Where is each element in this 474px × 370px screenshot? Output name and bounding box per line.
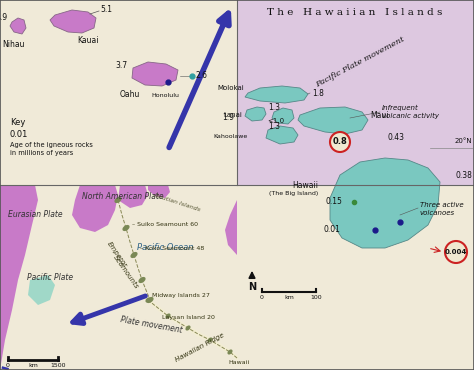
Text: 2.6: 2.6 xyxy=(196,71,208,81)
Ellipse shape xyxy=(114,197,121,203)
Ellipse shape xyxy=(228,349,233,354)
Text: (The Big Island): (The Big Island) xyxy=(269,191,318,195)
Text: Maui: Maui xyxy=(370,111,389,120)
Polygon shape xyxy=(132,62,178,86)
Text: 0: 0 xyxy=(260,295,264,300)
Text: N: N xyxy=(248,282,256,292)
Polygon shape xyxy=(118,185,148,208)
Text: km: km xyxy=(28,363,38,368)
Ellipse shape xyxy=(130,252,137,258)
Bar xyxy=(0,185,474,370)
Text: Molokai: Molokai xyxy=(217,85,244,91)
Text: Oahu: Oahu xyxy=(120,90,140,99)
Text: Nihau: Nihau xyxy=(3,40,25,49)
Text: 20°N: 20°N xyxy=(455,138,472,144)
Polygon shape xyxy=(245,86,308,103)
Ellipse shape xyxy=(146,297,151,303)
Text: Key: Key xyxy=(10,118,26,127)
Circle shape xyxy=(330,132,350,152)
Text: – Koko Seamount 48: – Koko Seamount 48 xyxy=(140,246,204,250)
Bar xyxy=(0,0,237,185)
Text: 0.8: 0.8 xyxy=(333,138,347,147)
Text: Hawaii: Hawaii xyxy=(228,360,249,364)
Text: 3.7: 3.7 xyxy=(116,61,128,70)
Circle shape xyxy=(445,241,467,263)
Polygon shape xyxy=(18,185,35,210)
Text: Eurasian Plate: Eurasian Plate xyxy=(8,210,63,219)
Text: volcanic activity: volcanic activity xyxy=(382,113,439,119)
Text: Kauai: Kauai xyxy=(77,36,99,45)
Text: Age of the igneous rocks: Age of the igneous rocks xyxy=(10,142,93,148)
Ellipse shape xyxy=(208,337,212,343)
Text: Emperor: Emperor xyxy=(106,241,128,269)
Text: 0.01: 0.01 xyxy=(323,225,340,235)
Text: 1.3: 1.3 xyxy=(268,122,280,131)
Text: Laysan Island 20: Laysan Island 20 xyxy=(162,316,215,320)
Polygon shape xyxy=(245,107,266,121)
Text: T h e   H a w a i i a n   I s l a n d s: T h e H a w a i i a n I s l a n d s xyxy=(267,8,443,17)
Polygon shape xyxy=(0,185,15,235)
Text: 1.8: 1.8 xyxy=(312,90,324,98)
Polygon shape xyxy=(148,185,170,198)
Text: Pacific Plate movement: Pacific Plate movement xyxy=(314,35,406,89)
Ellipse shape xyxy=(165,313,171,319)
Text: Honolulu: Honolulu xyxy=(151,93,179,98)
Text: 5.1: 5.1 xyxy=(100,6,112,14)
Text: Three active: Three active xyxy=(420,202,464,208)
Bar xyxy=(237,0,474,185)
Text: 1.9: 1.9 xyxy=(222,114,234,122)
Text: 0.43: 0.43 xyxy=(388,134,405,142)
Polygon shape xyxy=(10,18,26,34)
Ellipse shape xyxy=(122,225,129,231)
Text: Infrequent: Infrequent xyxy=(382,105,419,111)
Text: km: km xyxy=(284,295,294,300)
Polygon shape xyxy=(225,185,237,255)
Text: 1500: 1500 xyxy=(50,363,66,368)
Text: Lanai: Lanai xyxy=(223,112,242,118)
Text: 0: 0 xyxy=(6,363,10,368)
Text: Kahoolawe: Kahoolawe xyxy=(214,135,248,139)
Polygon shape xyxy=(330,158,440,248)
Text: volcanoes: volcanoes xyxy=(420,210,455,216)
Text: <1.0: <1.0 xyxy=(267,118,284,124)
Text: Hawaiian Ridge: Hawaiian Ridge xyxy=(174,333,226,363)
Text: 4.9: 4.9 xyxy=(0,13,8,23)
Polygon shape xyxy=(50,10,96,33)
Ellipse shape xyxy=(138,277,146,283)
Polygon shape xyxy=(298,107,368,134)
Ellipse shape xyxy=(185,326,191,330)
Text: 0.01: 0.01 xyxy=(10,130,28,139)
Text: Hawaii: Hawaii xyxy=(292,181,318,189)
Polygon shape xyxy=(28,275,55,305)
Text: 100: 100 xyxy=(310,295,322,300)
Text: – Suiko Seamount 60: – Suiko Seamount 60 xyxy=(132,222,198,226)
Text: Pacific Ocean: Pacific Ocean xyxy=(137,243,193,252)
Polygon shape xyxy=(266,126,298,144)
Text: Aleutian Islands: Aleutian Islands xyxy=(152,192,201,212)
Text: North American Plate: North American Plate xyxy=(82,192,164,201)
Ellipse shape xyxy=(146,297,154,303)
Polygon shape xyxy=(72,185,118,232)
Text: 0.38: 0.38 xyxy=(455,171,472,179)
Text: Pacific Plate: Pacific Plate xyxy=(27,273,73,283)
Text: Midway Islands 27: Midway Islands 27 xyxy=(152,293,210,297)
Text: 0.15: 0.15 xyxy=(325,198,342,206)
Text: 0.004: 0.004 xyxy=(445,249,467,255)
Polygon shape xyxy=(272,108,294,124)
Polygon shape xyxy=(0,185,38,370)
Text: Seamounts: Seamounts xyxy=(112,254,140,290)
Text: 1.3: 1.3 xyxy=(268,102,280,111)
Text: Plate movement: Plate movement xyxy=(120,315,183,335)
Text: in millions of years: in millions of years xyxy=(10,150,73,156)
